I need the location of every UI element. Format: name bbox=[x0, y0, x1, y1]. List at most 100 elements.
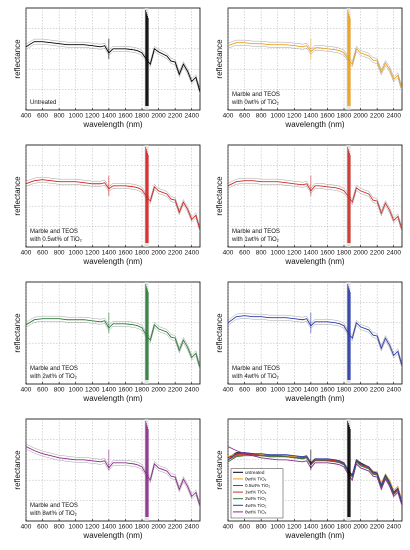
x-tick-label: 1400 bbox=[102, 387, 117, 394]
series-spread-line bbox=[228, 312, 402, 364]
y-axis-label: reflectance bbox=[13, 313, 22, 353]
x-tick-label: 1600 bbox=[118, 524, 133, 531]
legend-label: 8wt% TiO₂ bbox=[245, 509, 267, 514]
y-axis-label: reflectance bbox=[13, 176, 22, 216]
x-tick-label: 1400 bbox=[304, 524, 319, 531]
x-tick-label: 1200 bbox=[85, 524, 100, 531]
x-axis-label: wavelength (nm) bbox=[284, 120, 344, 129]
x-tick-label: 1000 bbox=[270, 113, 285, 120]
plot-area bbox=[26, 282, 200, 384]
x-tick-label: 800 bbox=[256, 387, 267, 394]
legend-label: 1wt% TiO₂ bbox=[245, 490, 267, 495]
panel-annotation: with 4wt% of TiO₂ bbox=[231, 374, 280, 380]
x-tick-label: 800 bbox=[256, 250, 267, 257]
x-tick-label: 2200 bbox=[370, 113, 385, 120]
x-tick-label: 1400 bbox=[102, 524, 117, 531]
x-tick-label: 600 bbox=[37, 524, 48, 531]
x-tick-label: 800 bbox=[256, 524, 267, 531]
x-tick-label: 1200 bbox=[85, 387, 100, 394]
series-line bbox=[228, 446, 402, 506]
x-tick-label: 2000 bbox=[353, 524, 368, 531]
series-line bbox=[228, 180, 402, 230]
x-axis-label: wavelength (nm) bbox=[284, 531, 344, 540]
plot-frame bbox=[25, 418, 201, 522]
legend-label: 0.5wt% TiO₂ bbox=[245, 483, 270, 488]
plot-area bbox=[26, 8, 200, 110]
series-spread-line bbox=[26, 181, 200, 233]
series-line bbox=[26, 446, 200, 506]
x-tick-label: 2000 bbox=[353, 387, 368, 394]
series-line bbox=[26, 318, 200, 368]
plot-frame bbox=[227, 281, 403, 385]
x-tick-label: 600 bbox=[37, 387, 48, 394]
plot-frame bbox=[25, 144, 201, 248]
x-tick-label: 600 bbox=[239, 113, 250, 120]
x-tick-label: 1400 bbox=[102, 113, 117, 120]
x-tick-label: 400 bbox=[223, 250, 234, 257]
panel-annotation: with 1wt% of TiO₂ bbox=[231, 237, 280, 243]
y-axis-label: reflectance bbox=[13, 450, 22, 490]
series-spread-line bbox=[26, 38, 200, 90]
x-tick-label: 1200 bbox=[287, 387, 302, 394]
x-tick-label: 1600 bbox=[320, 250, 335, 257]
panel-c: 400 600 800 1000 1200 1400 1600 1800 2000 2200 240… bbox=[13, 144, 201, 266]
series-spread-line bbox=[228, 44, 402, 93]
series-line bbox=[228, 452, 402, 503]
x-tick-label: 1800 bbox=[135, 387, 150, 394]
series-line bbox=[228, 42, 402, 90]
legend-label: 0wt% TiO₂ bbox=[245, 476, 267, 481]
series-line bbox=[26, 179, 200, 230]
x-tick-label: 1200 bbox=[85, 250, 100, 257]
x-tick-label: 2400 bbox=[184, 387, 199, 394]
x-tick-label: 2200 bbox=[370, 250, 385, 257]
x-tick-label: 2000 bbox=[151, 113, 166, 120]
x-tick-label: 1600 bbox=[118, 113, 133, 120]
y-axis-label: reflectance bbox=[215, 39, 224, 79]
x-tick-label: 400 bbox=[21, 387, 32, 394]
x-tick-label: 1400 bbox=[102, 250, 117, 257]
x-tick-label: 2400 bbox=[184, 113, 199, 120]
x-tick-label: 1000 bbox=[68, 524, 83, 531]
panel-annotation: with 2wt% of TiO₂ bbox=[29, 374, 78, 380]
plot-area bbox=[228, 145, 402, 247]
series-spread-line bbox=[26, 176, 200, 228]
x-tick-label: 2000 bbox=[151, 387, 166, 394]
x-tick-label: 2200 bbox=[168, 250, 183, 257]
x-axis-label: wavelength (nm) bbox=[82, 531, 142, 540]
plot-area bbox=[26, 145, 200, 247]
x-tick-label: 1400 bbox=[304, 113, 319, 120]
panel-d: 400 600 800 1000 1200 1400 1600 1800 2000 2200 240… bbox=[215, 144, 403, 266]
series-spread-line bbox=[228, 177, 402, 228]
panel-annotation: with 8wt% of TiO₂ bbox=[29, 511, 78, 517]
panel-a: 400 600 800 1000 1200 1400 1600 1800 2000 2200 240… bbox=[13, 7, 201, 129]
x-axis-label: wavelength (nm) bbox=[82, 257, 142, 266]
y-axis-label: reflectance bbox=[215, 176, 224, 216]
series-spread-line bbox=[228, 183, 402, 233]
panel-annotation: with 0.5wt% of TiO₂ bbox=[29, 237, 83, 243]
plot-frame bbox=[25, 7, 201, 111]
x-tick-label: 1800 bbox=[135, 113, 150, 120]
panel-annotation: Marble and TEOS bbox=[232, 92, 280, 98]
x-tick-label: 1600 bbox=[118, 250, 133, 257]
x-tick-label: 400 bbox=[223, 524, 234, 531]
x-tick-label: 400 bbox=[21, 113, 32, 120]
panel-annotation: Marble and TEOS bbox=[232, 366, 280, 372]
panel-annotation: Marble and TEOS bbox=[30, 229, 78, 235]
y-axis-label: reflectance bbox=[215, 450, 224, 490]
x-tick-label: 1800 bbox=[135, 524, 150, 531]
x-tick-label: 600 bbox=[37, 113, 48, 120]
series-spread-line bbox=[26, 315, 200, 366]
x-tick-label: 1000 bbox=[68, 250, 83, 257]
x-tick-label: 800 bbox=[54, 524, 65, 531]
panel-h: 400 600 800 1000 1200 1400 1600 1800 2000 2200 240… bbox=[215, 418, 403, 540]
x-tick-label: 600 bbox=[239, 524, 250, 531]
x-axis-label: wavelength (nm) bbox=[82, 120, 142, 129]
x-tick-label: 2000 bbox=[353, 250, 368, 257]
x-tick-label: 1400 bbox=[304, 250, 319, 257]
x-tick-label: 800 bbox=[54, 387, 65, 394]
x-tick-label: 1800 bbox=[337, 250, 352, 257]
plot-area bbox=[228, 8, 402, 110]
x-axis-label: wavelength (nm) bbox=[284, 257, 344, 266]
legend-label: untreated bbox=[245, 470, 265, 475]
x-tick-label: 400 bbox=[21, 250, 32, 257]
